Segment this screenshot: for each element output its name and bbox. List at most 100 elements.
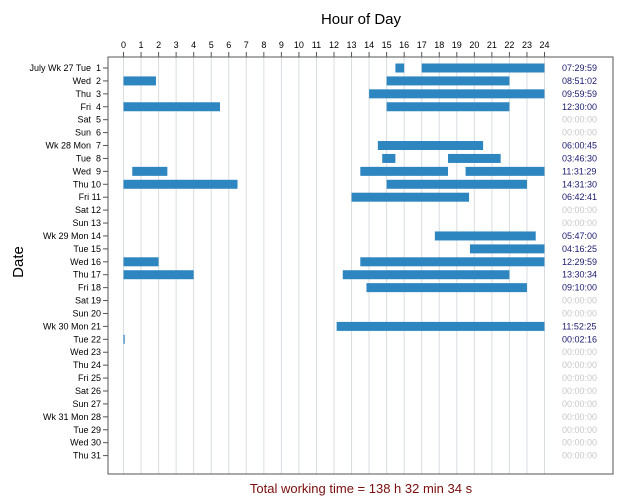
duration-label: 00:00:00 bbox=[562, 360, 597, 370]
x-tick-label-12: 12 bbox=[329, 40, 339, 50]
row-label: Thu 3 bbox=[75, 89, 101, 99]
work-bar bbox=[395, 63, 405, 73]
work-bar bbox=[386, 76, 510, 86]
x-tick-label-1: 1 bbox=[139, 40, 144, 50]
duration-label: 00:02:16 bbox=[562, 334, 597, 344]
row-label: Thu 31 bbox=[73, 451, 101, 461]
x-tick-label-7: 7 bbox=[244, 40, 249, 50]
row-label: Wed 30 bbox=[70, 438, 101, 448]
duration-label: 00:00:00 bbox=[562, 115, 597, 125]
x-tick-label-13: 13 bbox=[347, 40, 357, 50]
work-bar bbox=[369, 89, 545, 99]
work-bar bbox=[382, 153, 396, 163]
duration-label: 05:47:00 bbox=[562, 231, 597, 241]
work-bar bbox=[123, 76, 156, 86]
row-label: Thu 10 bbox=[73, 179, 101, 189]
row-label: Fri 25 bbox=[78, 373, 101, 383]
x-tick-label-9: 9 bbox=[279, 40, 284, 50]
row-label: Wk 29 Mon 14 bbox=[43, 231, 101, 241]
row-label: Sat 19 bbox=[75, 296, 101, 306]
row-label: Sat 5 bbox=[77, 115, 101, 125]
duration-label: 00:00:00 bbox=[562, 451, 597, 461]
duration-label: 00:00:00 bbox=[562, 308, 597, 318]
row-label: Tue 15 bbox=[73, 244, 101, 254]
work-bar bbox=[123, 270, 194, 280]
x-tick-label-16: 16 bbox=[399, 40, 409, 50]
bars-layer bbox=[123, 63, 545, 344]
row-label: July Wk 27 Tue 1 bbox=[29, 63, 101, 73]
x-tick-label-21: 21 bbox=[487, 40, 497, 50]
duration-label: 07:29:59 bbox=[562, 63, 597, 73]
work-bar bbox=[123, 179, 238, 189]
duration-label: 00:00:00 bbox=[562, 205, 597, 215]
work-bar bbox=[421, 63, 545, 73]
duration-label: 12:30:00 bbox=[562, 102, 597, 112]
row-label: Thu 17 bbox=[73, 270, 101, 280]
row-label: Sun 13 bbox=[72, 218, 101, 228]
work-bar bbox=[377, 141, 484, 151]
row-label: Wed 9 bbox=[73, 166, 101, 176]
y-axis-label: Date bbox=[10, 246, 27, 278]
chart-title: Hour of Day bbox=[321, 11, 402, 28]
x-tick-label-15: 15 bbox=[382, 40, 392, 50]
row-label: Fri 11 bbox=[79, 192, 101, 202]
row-label: Wed 2 bbox=[73, 76, 101, 86]
row-label: Sat 12 bbox=[75, 205, 101, 215]
x-tick-label-6: 6 bbox=[226, 40, 231, 50]
duration-label: 04:16:25 bbox=[562, 244, 597, 254]
row-label: Sun 6 bbox=[75, 128, 101, 138]
duration-label: 09:10:00 bbox=[562, 283, 597, 293]
work-bar bbox=[336, 321, 545, 331]
x-tick-label-17: 17 bbox=[417, 40, 427, 50]
x-tick-label-23: 23 bbox=[522, 40, 532, 50]
row-label: Wk 30 Mon 21 bbox=[43, 321, 101, 331]
duration-label: 14:31:30 bbox=[562, 179, 597, 189]
duration-label: 11:52:25 bbox=[562, 321, 596, 331]
row-label: Fri 4 bbox=[80, 102, 101, 112]
duration-label: 09:59:59 bbox=[562, 89, 597, 99]
work-bar bbox=[366, 283, 527, 293]
x-tick-label-5: 5 bbox=[209, 40, 214, 50]
duration-label: 00:00:00 bbox=[562, 296, 597, 306]
row-label: Sun 20 bbox=[72, 308, 101, 318]
row-label: Sat 26 bbox=[75, 386, 101, 396]
x-tick-label-2: 2 bbox=[156, 40, 161, 50]
work-bar bbox=[360, 166, 449, 176]
row-label: Wk 31 Mon 28 bbox=[43, 412, 101, 422]
duration-labels: 07:29:59 08:51:02 09:59:59 12:30:00 00:00:00… bbox=[562, 63, 597, 461]
work-bar bbox=[386, 102, 510, 112]
x-tick-label-8: 8 bbox=[261, 40, 266, 50]
work-bar bbox=[132, 166, 168, 176]
duration-label: 12:29:59 bbox=[562, 257, 597, 267]
work-bar bbox=[434, 231, 536, 241]
x-tick-label-11: 11 bbox=[312, 40, 321, 50]
row-label: Wed 23 bbox=[70, 347, 101, 357]
work-bar bbox=[465, 166, 545, 176]
duration-label: 06:42:41 bbox=[562, 192, 597, 202]
duration-label: 08:51:02 bbox=[562, 76, 597, 86]
row-labels: July Wk 27 Tue 1 Wed 2 Thu 3 Fri 4 Sat 5 Sun … bbox=[29, 63, 108, 461]
duration-label: 00:00:00 bbox=[562, 438, 597, 448]
duration-label: 00:00:00 bbox=[562, 425, 597, 435]
x-tick-label-10: 10 bbox=[294, 40, 304, 50]
work-bar bbox=[448, 153, 501, 163]
work-bar bbox=[123, 257, 159, 267]
duration-label: 00:00:00 bbox=[562, 373, 597, 383]
x-tick-label-22: 22 bbox=[504, 40, 514, 50]
row-label: Sun 27 bbox=[72, 399, 101, 409]
total-working-time: Total working time = 138 h 32 min 34 s bbox=[250, 481, 473, 496]
row-label: Wed 16 bbox=[70, 257, 101, 267]
duration-label: 00:00:00 bbox=[562, 412, 597, 422]
duration-label: 06:00:45 bbox=[562, 141, 597, 151]
x-tick-label-4: 4 bbox=[191, 40, 196, 50]
x-ticks: 0 1 2 3 4 5 6 7 8 9 10 11 12 13 14 15 16 17 18 19 20 21 22 23 24 bbox=[121, 40, 550, 57]
x-tick-label-14: 14 bbox=[364, 40, 374, 50]
x-tick-label-20: 20 bbox=[469, 40, 479, 50]
row-label: Thu 24 bbox=[73, 360, 101, 370]
row-label: Tue 8 bbox=[76, 153, 101, 163]
plot-frame bbox=[107, 56, 614, 475]
duration-label: 00:00:00 bbox=[562, 218, 597, 228]
x-tick-label-18: 18 bbox=[434, 40, 444, 50]
work-bar bbox=[123, 102, 220, 112]
